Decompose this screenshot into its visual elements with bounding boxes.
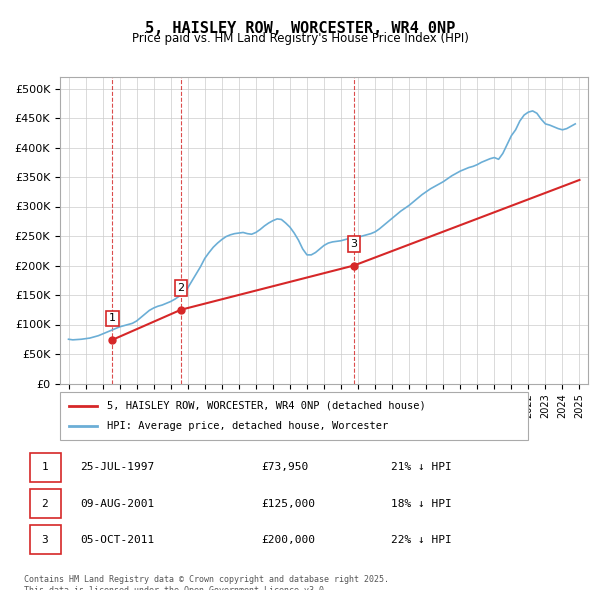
Text: £73,950: £73,950 <box>261 462 308 472</box>
Text: 5, HAISLEY ROW, WORCESTER, WR4 0NP (detached house): 5, HAISLEY ROW, WORCESTER, WR4 0NP (deta… <box>107 401 425 411</box>
Text: 25-JUL-1997: 25-JUL-1997 <box>80 462 155 472</box>
Text: 05-OCT-2011: 05-OCT-2011 <box>80 535 155 545</box>
Text: 1: 1 <box>109 313 116 323</box>
FancyBboxPatch shape <box>60 392 528 440</box>
Text: 2: 2 <box>41 499 48 509</box>
Text: 21% ↓ HPI: 21% ↓ HPI <box>391 462 451 472</box>
Text: 5, HAISLEY ROW, WORCESTER, WR4 0NP: 5, HAISLEY ROW, WORCESTER, WR4 0NP <box>145 21 455 35</box>
Text: 22% ↓ HPI: 22% ↓ HPI <box>391 535 451 545</box>
Text: Contains HM Land Registry data © Crown copyright and database right 2025.
This d: Contains HM Land Registry data © Crown c… <box>24 575 389 590</box>
Text: 18% ↓ HPI: 18% ↓ HPI <box>391 499 451 509</box>
FancyBboxPatch shape <box>29 453 61 481</box>
Text: 3: 3 <box>41 535 48 545</box>
Text: 3: 3 <box>350 239 358 249</box>
Text: £125,000: £125,000 <box>261 499 315 509</box>
Text: 1: 1 <box>41 462 48 472</box>
Text: £200,000: £200,000 <box>261 535 315 545</box>
FancyBboxPatch shape <box>29 489 61 518</box>
Text: HPI: Average price, detached house, Worcester: HPI: Average price, detached house, Worc… <box>107 421 388 431</box>
Text: 09-AUG-2001: 09-AUG-2001 <box>80 499 155 509</box>
Text: Price paid vs. HM Land Registry's House Price Index (HPI): Price paid vs. HM Land Registry's House … <box>131 32 469 45</box>
Text: 2: 2 <box>178 283 184 293</box>
FancyBboxPatch shape <box>29 525 61 555</box>
